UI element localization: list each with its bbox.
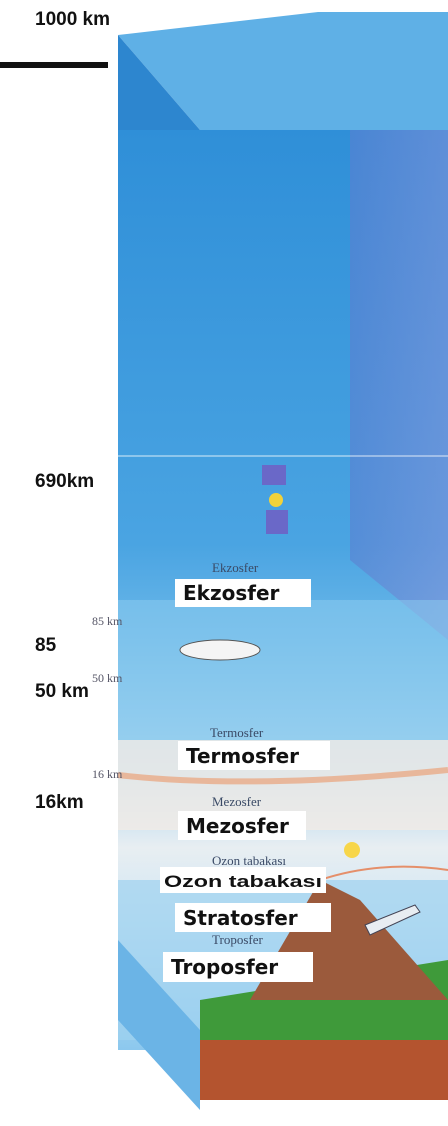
layer-label: Stratosfer: [183, 906, 298, 930]
shuttle: [180, 640, 260, 660]
termosfer-band: [118, 600, 448, 740]
atmosphere-diagram: 1000 km 690km 85 50 km 16km 85 km 50 km …: [0, 0, 448, 1126]
layer-label: Ozon tabakası: [164, 872, 322, 891]
altitude-label: 690km: [35, 471, 94, 492]
original-layer-label: Mezosfer: [212, 794, 262, 809]
satellite-panel: [262, 465, 286, 485]
layer-label: Termosfer: [186, 744, 299, 768]
block-right-shade: [350, 130, 448, 640]
small-altitude-label: 50 km: [92, 671, 123, 685]
small-altitude-label: 85 km: [92, 614, 123, 628]
bar: [0, 62, 108, 68]
band-line: [118, 455, 448, 457]
layer-label: Mezosfer: [186, 814, 289, 838]
balloon: [344, 842, 360, 858]
small-altitude-label: 16 km: [92, 767, 123, 781]
original-layer-label: Ozon tabakası: [212, 853, 286, 868]
altitude-label: 16km: [35, 792, 84, 813]
original-layer-label: Ekzosfer: [212, 560, 259, 575]
layer-label: Ekzosfer: [183, 581, 280, 605]
satellite-body: [269, 493, 283, 507]
satellite-panel: [266, 510, 288, 534]
altitude-label: 85: [35, 635, 57, 656]
layer-label: Troposfer: [171, 955, 278, 979]
altitude-label: 50 km: [35, 681, 89, 702]
original-layer-label: Troposfer: [212, 932, 263, 947]
soil: [200, 1040, 448, 1100]
original-layer-label: Termosfer: [210, 725, 264, 740]
page: {"altitude_labels": ["1000 km", "690km",…: [0, 0, 448, 1126]
altitude-label: 1000 km: [35, 9, 110, 30]
